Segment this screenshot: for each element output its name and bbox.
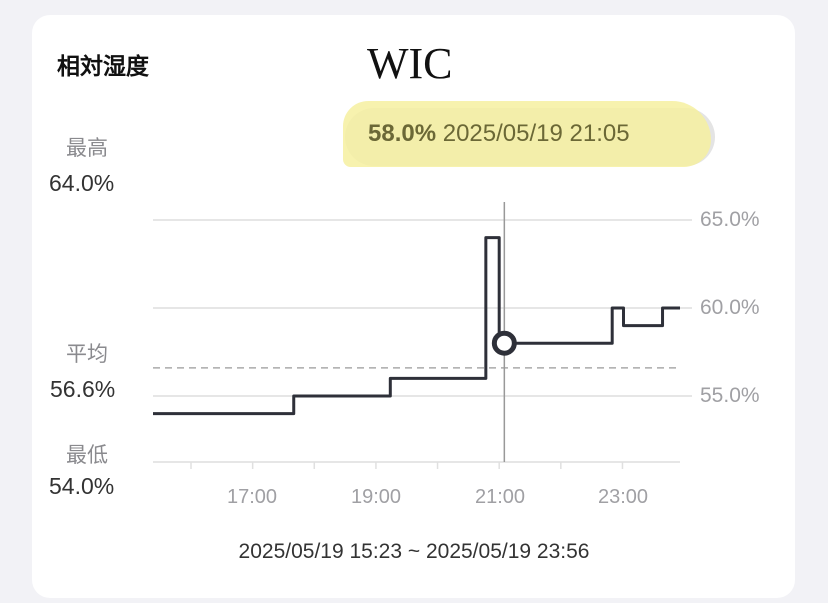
date-range: 2025/05/19 15:23 ~ 2025/05/19 23:56 bbox=[238, 540, 590, 563]
min-label: 最低 bbox=[66, 443, 108, 467]
x-tick-label: 17:00 bbox=[226, 486, 278, 508]
y-tick-label: 55.0% bbox=[700, 384, 760, 407]
tooltip-value: 58.0% bbox=[368, 120, 437, 147]
avg-label: 平均 bbox=[66, 342, 108, 366]
x-tick-label: 23:00 bbox=[597, 486, 649, 508]
humidity-step-line bbox=[153, 236, 680, 416]
min-value: 54.0% bbox=[49, 473, 115, 499]
tooltip-text: 58.0% 2025/05/19 21:05 bbox=[368, 120, 630, 148]
x-tick-label: 21:00 bbox=[474, 486, 526, 508]
card-title: 相対湿度 bbox=[57, 54, 149, 80]
tooltip-datetime: 2025/05/19 21:05 bbox=[442, 120, 630, 147]
max-value: 64.0% bbox=[49, 170, 115, 196]
x-tick-label: 19:00 bbox=[350, 486, 402, 508]
avg-value: 56.6% bbox=[50, 376, 116, 402]
selected-point bbox=[491, 330, 517, 356]
y-tick-label: 60.0% bbox=[700, 296, 760, 319]
y-tick-label: 65.0% bbox=[700, 208, 760, 231]
max-label: 最高 bbox=[66, 136, 108, 160]
highlight-mark bbox=[343, 101, 711, 167]
wic-logo: WIC bbox=[367, 39, 453, 88]
